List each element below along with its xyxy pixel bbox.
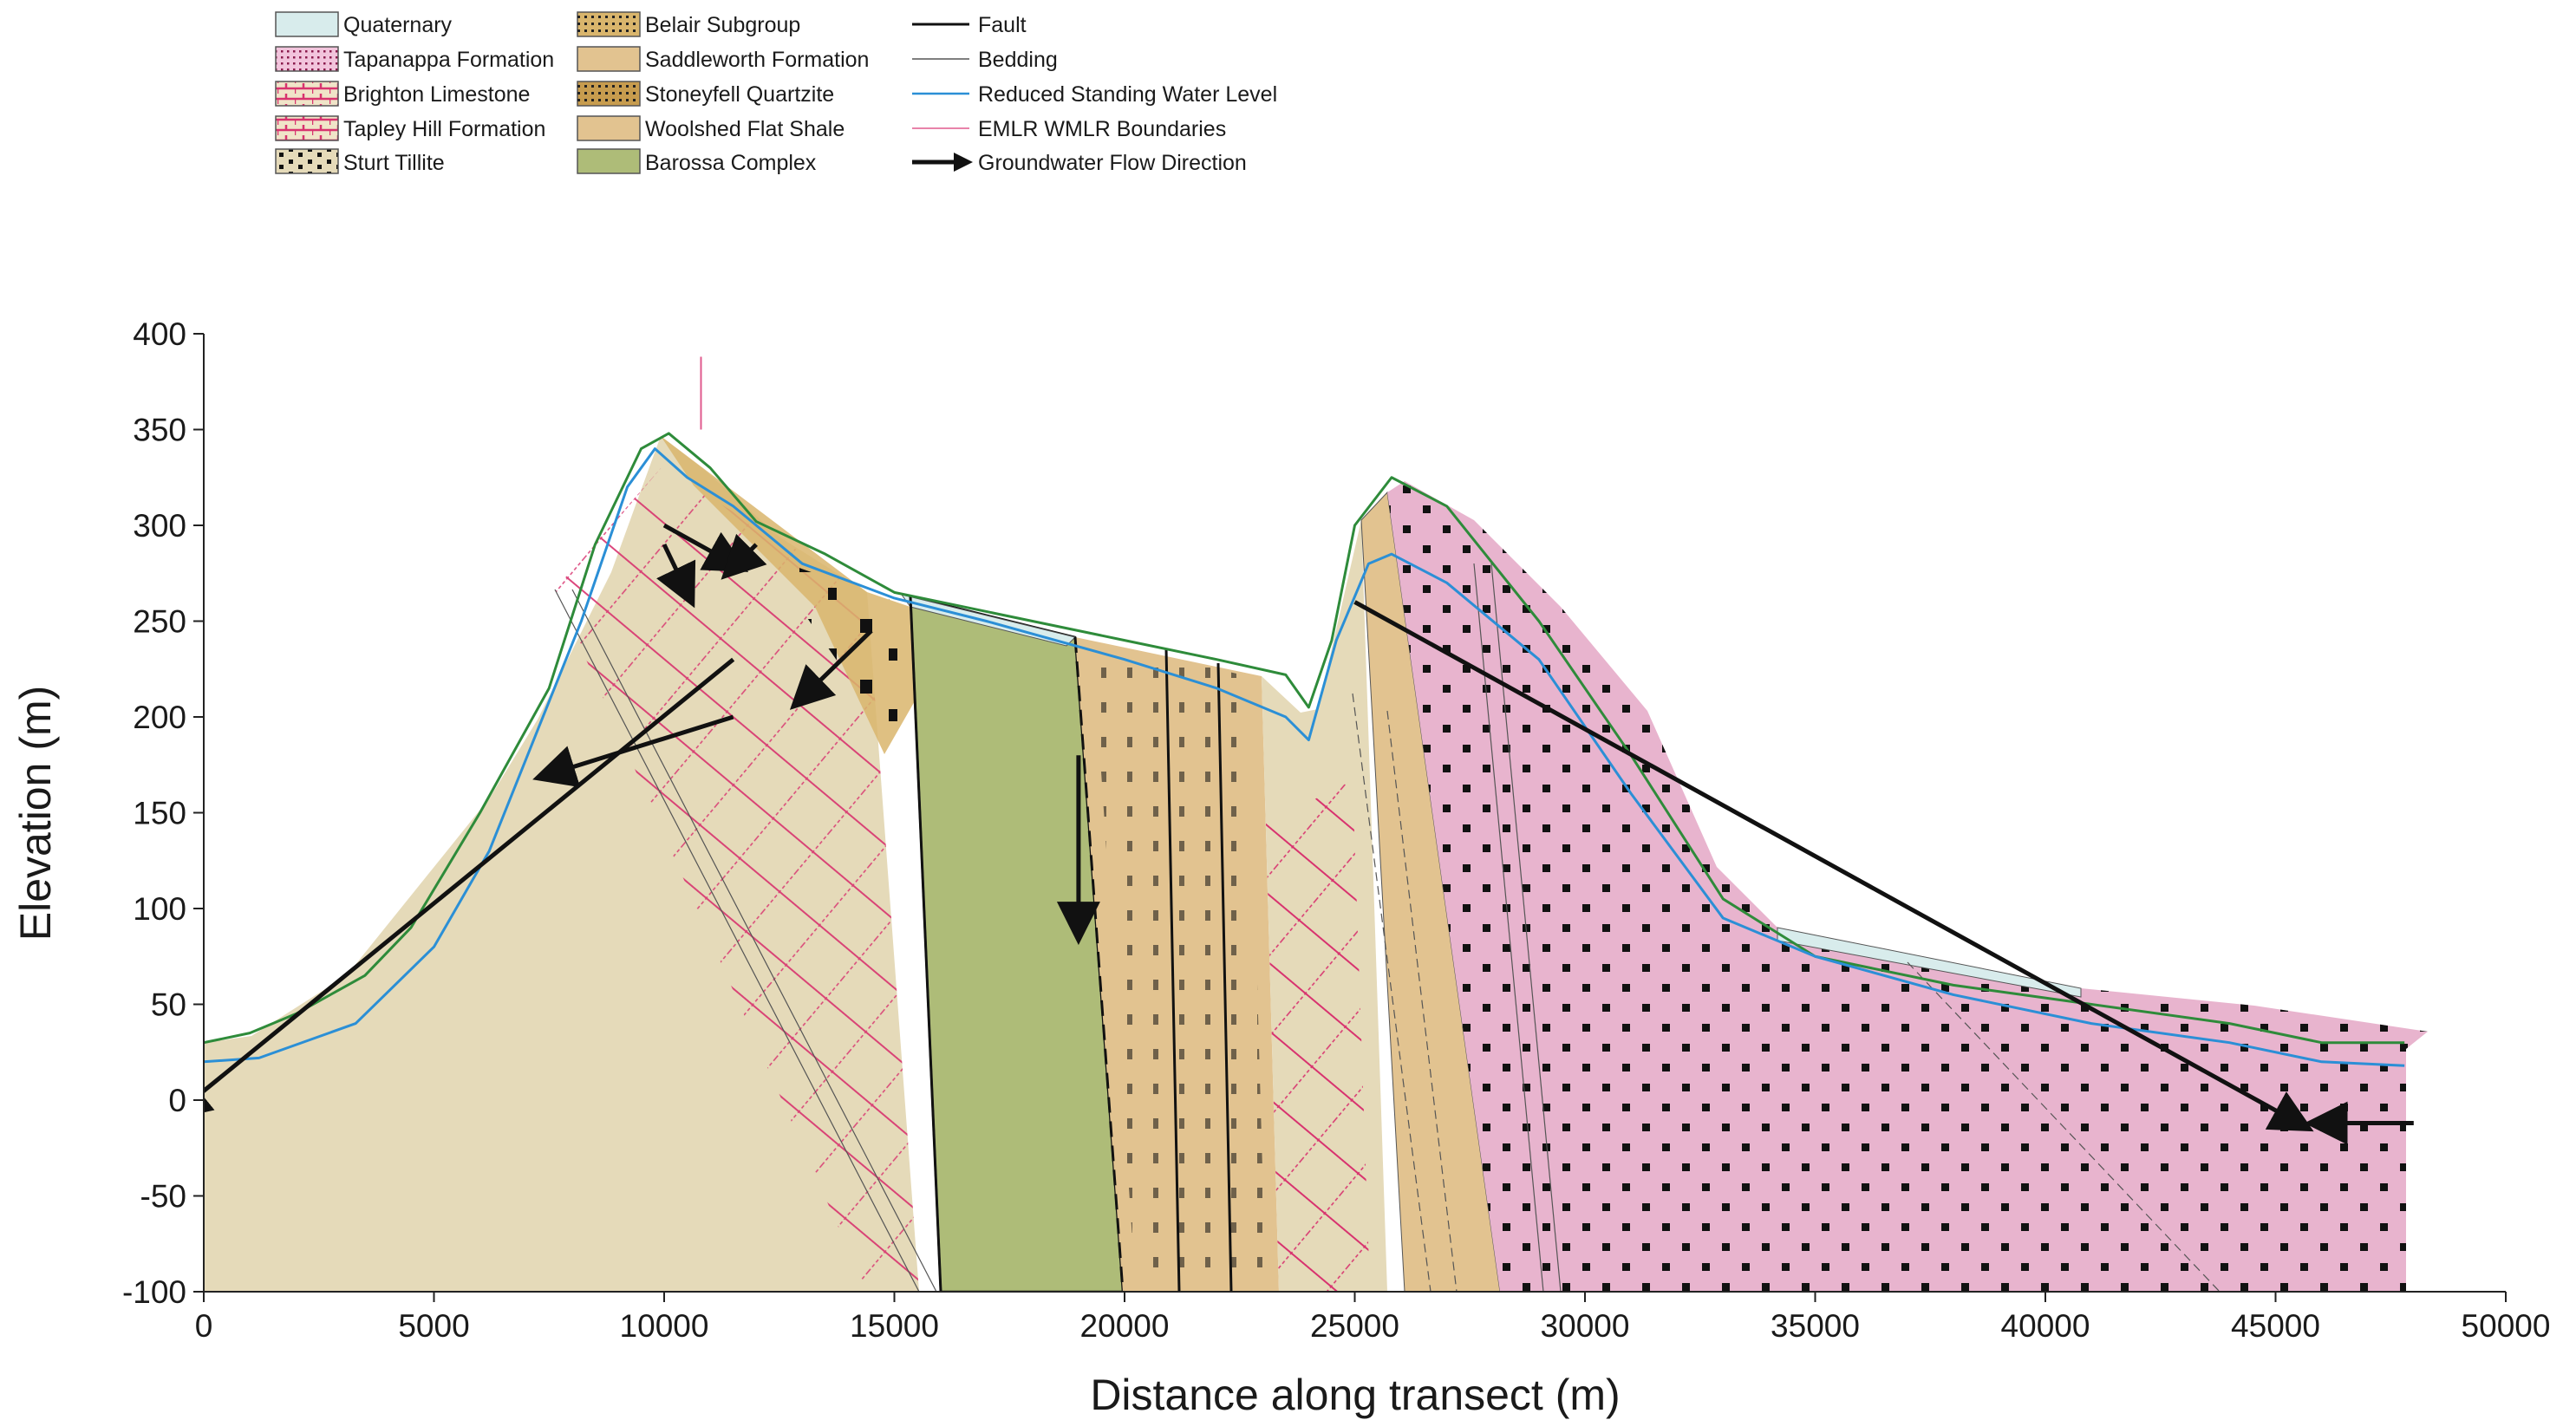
y-tick-label: 250 — [133, 604, 186, 640]
y-tick-label: -100 — [122, 1274, 186, 1310]
legend-item-brighton-limestone: Brighton Limestone — [275, 81, 530, 107]
legend-label: Bedding — [978, 48, 1058, 72]
x-tick-label: 30000 — [1541, 1308, 1630, 1344]
legend-item-boundary: EMLR WMLR Boundaries — [912, 117, 1226, 141]
legend-item-water-level: Reduced Standing Water Level — [912, 82, 1277, 107]
legend-label: Sturt Tillite — [343, 151, 445, 175]
cross-section-plot — [204, 436, 2428, 1292]
legend-item-flow-direction: Groundwater Flow Direction — [912, 151, 1247, 175]
unit-belair-blocks — [763, 555, 910, 754]
legend-label: Reduced Standing Water Level — [978, 82, 1277, 107]
legend-label: Stoneyfell Quartzite — [645, 82, 834, 107]
ground-surface-line — [204, 432, 2405, 1045]
x-tick-label: 50000 — [2462, 1308, 2551, 1344]
x-tick-label: 15000 — [850, 1308, 939, 1344]
legend-item-bedding: Bedding — [912, 48, 1058, 72]
x-tick-label: 25000 — [1310, 1308, 1399, 1344]
legend-item-stoneyfell: Stoneyfell Quartzite — [577, 81, 834, 107]
x-tick-label: 0 — [195, 1308, 213, 1344]
x-tick-label: 45000 — [2231, 1308, 2320, 1344]
y-axis-title: Elevation (m) — [11, 686, 60, 941]
legend-item-tapley-hill: Tapley Hill Formation — [275, 115, 545, 141]
groundwater-flow-arrow — [532, 714, 734, 788]
legend-item-quaternary: Quaternary — [275, 11, 453, 37]
groundwater-flow-arrow — [204, 657, 735, 1121]
legend-label: Saddleworth Formation — [645, 48, 869, 72]
x-tick-label: 10000 — [620, 1308, 709, 1344]
legend-label: Woolshed Flat Shale — [645, 117, 845, 141]
x-tick-label: 5000 — [398, 1308, 469, 1344]
legend-label: Groundwater Flow Direction — [978, 151, 1247, 175]
y-tick-label: 0 — [168, 1083, 186, 1118]
unit-eastern-saddleworth — [1360, 491, 1501, 1292]
x-tick-label: 20000 — [1080, 1308, 1170, 1344]
x-axis-title: Distance along transect (m) — [1090, 1371, 1620, 1419]
groundwater-flow-arrow — [1353, 600, 2314, 1132]
legend-label: Fault — [978, 13, 1027, 37]
groundwater-flow-arrow — [721, 533, 767, 580]
x-tick-label: 40000 — [2001, 1308, 2090, 1344]
legend-label: EMLR WMLR Boundaries — [978, 117, 1226, 141]
legend-label: Quaternary — [343, 13, 453, 37]
legend-item-woolshed: Woolshed Flat Shale — [577, 115, 845, 141]
y-tick-label: -50 — [140, 1179, 186, 1215]
legend-label: Tapley Hill Formation — [343, 117, 545, 141]
y-tick-label: 200 — [133, 700, 186, 735]
legend-item-belair: Belair Subgroup — [577, 11, 800, 37]
y-tick-label: 400 — [133, 316, 186, 352]
legend: Quaternary Tapanappa Formation Brighton … — [275, 11, 1277, 175]
legend-label: Belair Subgroup — [645, 13, 800, 37]
y-tick-label: 50 — [151, 987, 186, 1023]
y-tick-label: 150 — [133, 796, 186, 831]
axes: 0 5000 10000 15000 20000 25000 30000 35000 40000… — [11, 316, 2550, 1419]
x-tick-label: 35000 — [1771, 1308, 1860, 1344]
water-level-line — [204, 447, 2405, 1067]
groundwater-flow-arrow — [789, 629, 873, 710]
bedding-lines — [554, 563, 2221, 1292]
y-tick-label: 300 — [133, 508, 186, 544]
unit-woolshed-blocks — [1092, 642, 1266, 1292]
y-tick-label: 350 — [133, 413, 186, 448]
fault-lines — [909, 596, 1233, 1292]
unit-quaternary-veneer-east — [1777, 927, 2082, 998]
legend-label: Tapanappa Formation — [343, 48, 554, 72]
x-ticks: 0 5000 10000 15000 20000 25000 30000 35000 40000… — [195, 1292, 2551, 1344]
y-tick-label: 100 — [133, 891, 186, 927]
legend-item-tapanappa: Tapanappa Formation — [275, 46, 554, 72]
legend-item-saddleworth: Saddleworth Formation — [577, 46, 869, 72]
legend-label: Brighton Limestone — [343, 82, 530, 107]
legend-label: Barossa Complex — [645, 151, 817, 175]
unit-central-bricks — [1266, 780, 1370, 1292]
legend-item-barossa: Barossa Complex — [577, 148, 817, 175]
data-layer — [204, 356, 2414, 1145]
groundwater-flow-arrow — [656, 544, 696, 609]
legend-item-sturt-tillite: Sturt Tillite — [275, 148, 445, 175]
y-ticks: 400 350 300 250 200 150 100 50 0 -50 -100 — [122, 316, 204, 1310]
legend-item-fault: Fault — [912, 13, 1027, 37]
unit-tapanappa-dots — [1387, 481, 2428, 1292]
